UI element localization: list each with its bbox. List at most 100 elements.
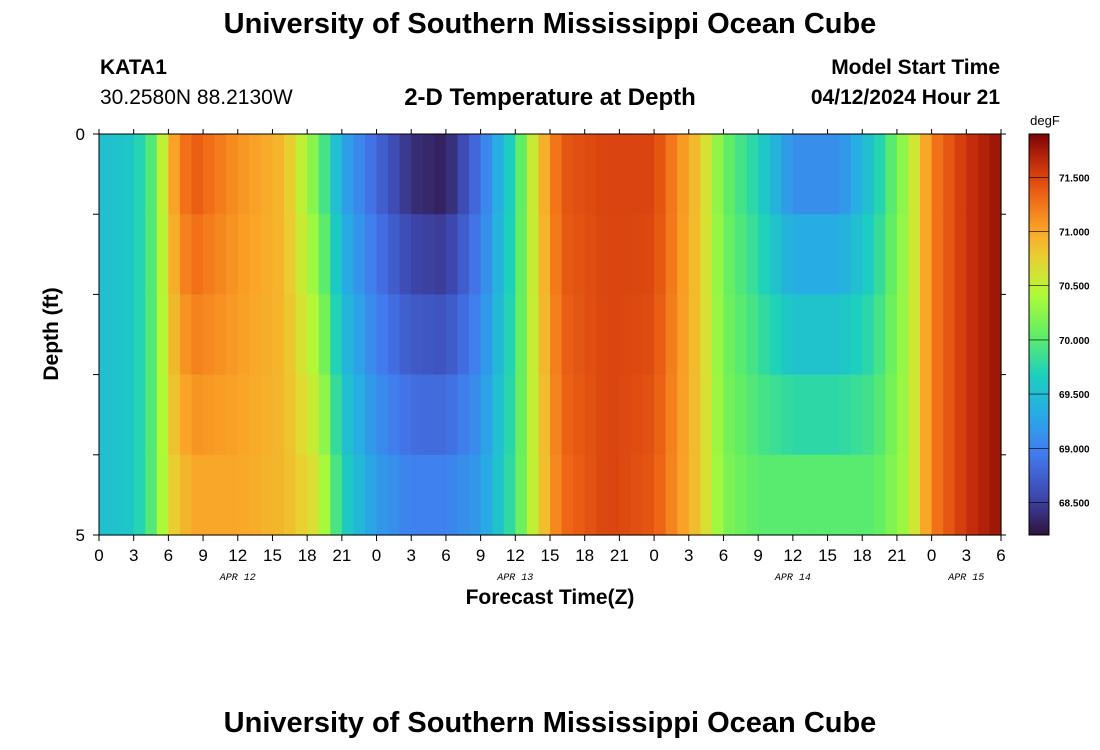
heatmap-cell [920, 454, 933, 536]
x-tick-label: 0 [372, 546, 381, 565]
heatmap-cell [538, 374, 551, 456]
heatmap-cell [966, 134, 979, 215]
heatmap-cell [896, 294, 910, 376]
heatmap-cell [411, 454, 424, 536]
heatmap-cell [827, 374, 840, 456]
heatmap-cell [896, 374, 910, 456]
heatmap-cell [526, 294, 540, 376]
heatmap-cell [145, 134, 158, 215]
heatmap-cell [341, 294, 355, 376]
x-tick-label: 0 [94, 546, 103, 565]
heatmap-cell [908, 454, 921, 536]
heatmap-cell [954, 294, 967, 376]
heatmap-cell [99, 454, 112, 536]
heatmap-cell [457, 374, 470, 456]
heatmap-cell [538, 214, 551, 295]
colorbar-unit-label: degF [1030, 113, 1060, 128]
heatmap-cell [226, 454, 239, 536]
heatmap-cell [191, 134, 204, 215]
heatmap-cell [341, 134, 355, 215]
heatmap-cell [550, 134, 563, 215]
heatmap-cell [885, 374, 898, 456]
y-tick-label: 0 [76, 125, 85, 144]
heatmap-cell [573, 374, 586, 456]
heatmap-cell [561, 374, 574, 456]
heatmap-cell [688, 294, 701, 376]
heatmap-cell [133, 294, 146, 376]
heatmap-cell [584, 454, 597, 536]
heatmap-cell [804, 454, 817, 536]
heatmap-cell [445, 134, 459, 215]
heatmap-cell [723, 374, 736, 456]
heatmap-cell [943, 134, 956, 215]
model-start-time: 04/12/2024 Hour 21 [810, 86, 1000, 109]
heatmap-cell [827, 134, 840, 215]
heatmap-cell [538, 454, 551, 536]
heatmap-cell [457, 214, 470, 295]
heatmap-cell [364, 454, 378, 536]
heatmap-cell [203, 214, 216, 295]
heatmap-cell [873, 134, 886, 215]
heatmap-cell [353, 374, 366, 456]
heatmap-cell [839, 214, 852, 295]
heatmap-cell [388, 454, 401, 536]
heatmap-cell [839, 294, 852, 376]
heatmap-cell [758, 134, 771, 215]
heatmap-cell [318, 294, 331, 376]
heatmap-cell [723, 454, 736, 536]
heatmap-cell [330, 294, 343, 376]
heatmap-cell [584, 134, 597, 215]
heatmap-cell [376, 374, 389, 456]
heatmap-cell [700, 134, 713, 215]
heatmap-cell [573, 294, 586, 376]
heatmap-cell [908, 374, 921, 456]
heatmap-cell [815, 134, 829, 215]
heatmap-cell [561, 214, 574, 295]
heatmap-cell [665, 374, 678, 456]
heatmap-cell [607, 134, 620, 215]
heatmap-cell [434, 214, 447, 295]
heatmap-cell [376, 294, 389, 376]
heatmap-cell [168, 214, 181, 295]
heatmap-cell [665, 454, 678, 536]
y-tick-label: 5 [76, 526, 85, 545]
heatmap-cell [896, 134, 910, 215]
heatmap-cell [156, 374, 169, 456]
heatmap-cell [561, 134, 574, 215]
heatmap-cell [203, 134, 216, 215]
heatmap-cell [746, 214, 759, 295]
heatmap-cell [295, 294, 308, 376]
heatmap-cell [943, 294, 956, 376]
heatmap-cell [931, 454, 944, 536]
heatmap-cell [295, 134, 308, 215]
heatmap-cell [492, 214, 505, 295]
heatmap-cell [492, 454, 505, 536]
heatmap-cell [364, 374, 378, 456]
heatmap-cell [862, 454, 875, 536]
heatmap-cell [619, 454, 632, 536]
heatmap-cell [434, 294, 447, 376]
heatmap-cell [226, 134, 239, 215]
heatmap-cell [364, 214, 378, 295]
colorbar-tick-label: 70.500 [1059, 282, 1090, 293]
heatmap-cell [260, 454, 274, 536]
heatmap-cell [607, 374, 620, 456]
heatmap-cell [295, 454, 308, 536]
heatmap-cell [954, 214, 967, 295]
heatmap-cell [781, 374, 794, 456]
heatmap-cell [399, 374, 412, 456]
x-tick-label: 6 [719, 546, 728, 565]
colorbar-tick-label: 71.500 [1059, 173, 1090, 184]
date-label: APR 15 [947, 573, 984, 584]
heatmap-cell [260, 134, 274, 215]
heatmap-cell [515, 134, 528, 215]
heatmap-cell [989, 214, 1002, 295]
station-id: KATA1 [100, 56, 167, 79]
colorbar-gradient [1028, 133, 1050, 536]
heatmap-cell [538, 134, 551, 215]
heatmap-cell [607, 454, 620, 536]
heatmap-cell [908, 294, 921, 376]
heatmap-cell [110, 374, 123, 456]
x-axis-label: Forecast Time(Z) [466, 586, 635, 609]
heatmap-cell [642, 134, 655, 215]
